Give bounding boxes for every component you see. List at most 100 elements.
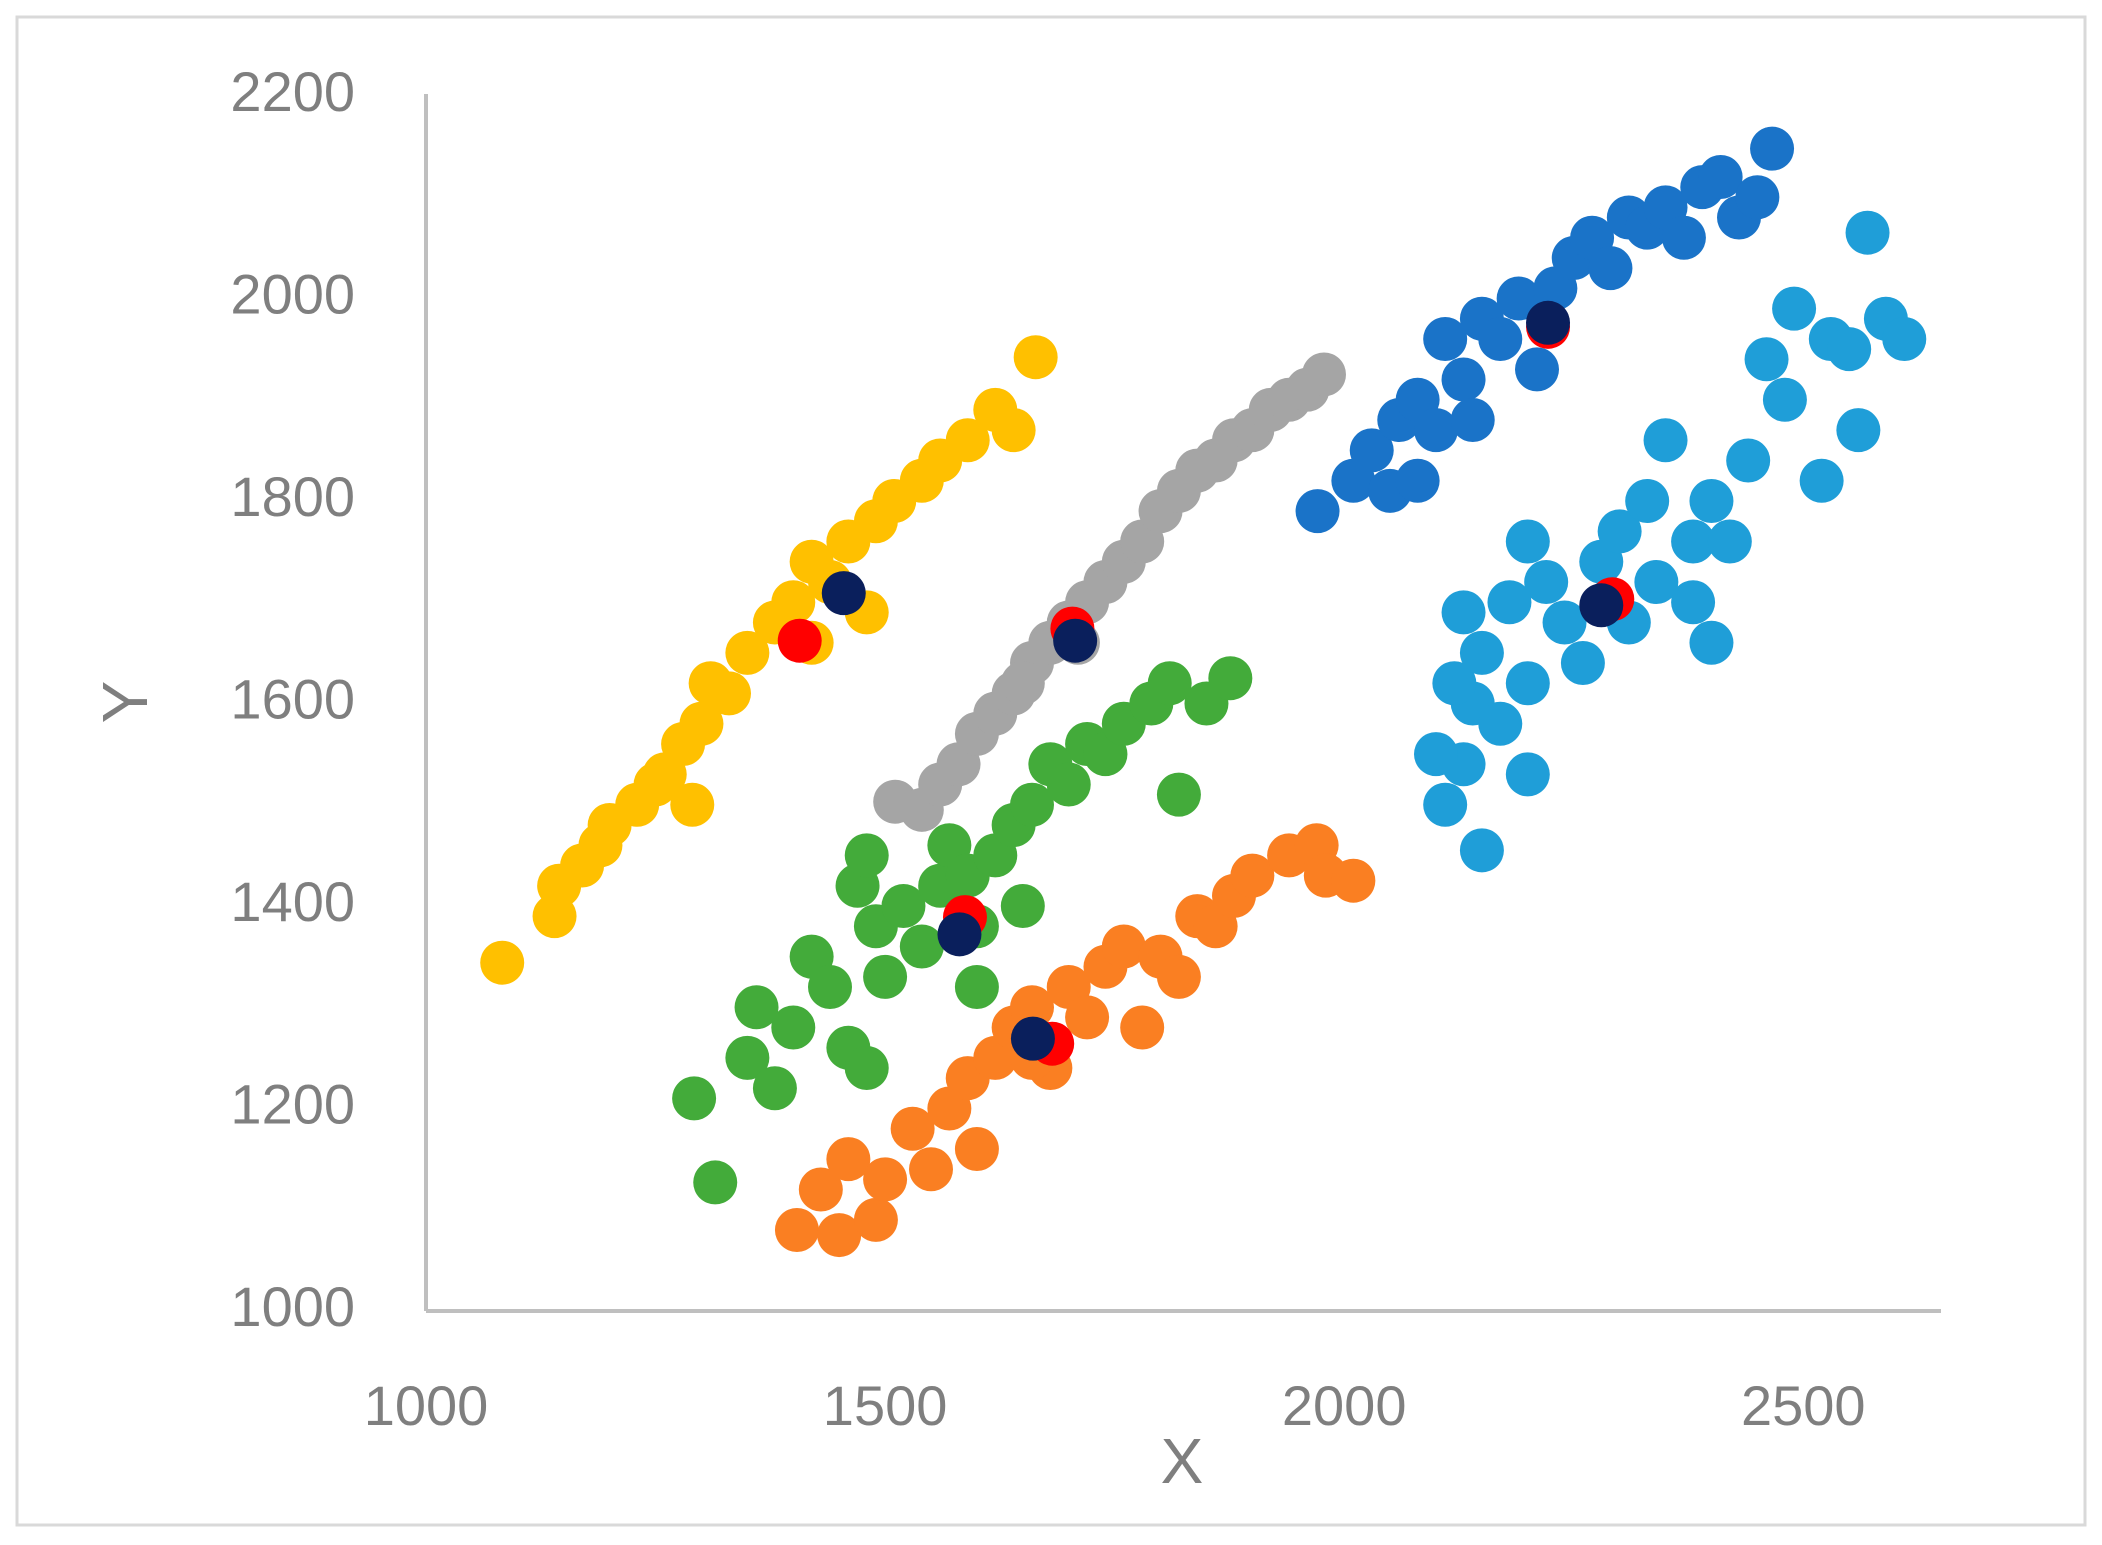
point [1799, 458, 1844, 503]
point [1010, 782, 1054, 827]
point [752, 1066, 797, 1111]
point [1065, 995, 1110, 1040]
point [1698, 155, 1743, 199]
y-tick-label: 1000 [230, 1275, 355, 1338]
point [909, 1147, 953, 1192]
point [808, 965, 852, 1009]
point [863, 1157, 908, 1202]
point [1208, 656, 1253, 701]
point [1579, 583, 1624, 628]
point [1744, 337, 1789, 382]
point [1414, 408, 1458, 453]
y-tick-label: 1600 [230, 667, 355, 730]
point [1671, 519, 1716, 564]
point [826, 1137, 871, 1182]
point [734, 985, 779, 1030]
point [1762, 377, 1807, 422]
point [1750, 126, 1795, 171]
point [771, 580, 816, 625]
point [725, 630, 770, 675]
point [1643, 418, 1688, 463]
point [1000, 884, 1045, 928]
point [863, 954, 908, 999]
point [1459, 630, 1504, 675]
point [798, 1167, 843, 1212]
point [1560, 641, 1605, 685]
point [1882, 317, 1927, 361]
point [693, 1160, 738, 1205]
point [1634, 560, 1679, 604]
x-axis-title: X [1161, 1425, 1204, 1497]
point [1597, 509, 1642, 554]
point [1156, 772, 1201, 817]
point [771, 1005, 816, 1050]
point [1295, 489, 1340, 534]
point [945, 418, 990, 463]
point [1000, 661, 1045, 706]
point [1450, 398, 1495, 442]
point [1671, 580, 1716, 625]
point [937, 912, 982, 957]
point [777, 618, 822, 663]
point [1478, 701, 1523, 746]
point [954, 1127, 999, 1171]
point [1432, 661, 1477, 706]
point [817, 1213, 862, 1258]
point [1505, 661, 1550, 706]
point [1331, 858, 1376, 903]
point [1013, 335, 1058, 380]
point [890, 1106, 935, 1151]
point [1526, 300, 1571, 345]
x-tick-label: 1000 [364, 1374, 489, 1437]
point [1441, 357, 1486, 402]
point [1515, 347, 1559, 392]
point [1053, 618, 1098, 663]
point [1625, 479, 1670, 523]
point [844, 1046, 889, 1090]
point [1414, 732, 1458, 777]
point [991, 408, 1036, 453]
y-tick-label: 1400 [230, 870, 355, 933]
point [707, 671, 751, 716]
point [1230, 853, 1275, 898]
point [1441, 590, 1486, 635]
point [672, 1076, 717, 1121]
point [1496, 276, 1541, 321]
point [1459, 828, 1504, 873]
point [633, 762, 678, 807]
point [1423, 317, 1468, 361]
point [1010, 985, 1054, 1030]
point [1707, 519, 1752, 564]
y-tick-label: 1800 [230, 465, 355, 528]
point [774, 1208, 819, 1252]
point [1478, 317, 1523, 361]
point [1542, 600, 1587, 645]
point [725, 1035, 770, 1080]
point [1836, 408, 1881, 453]
point [821, 571, 866, 616]
point [1156, 954, 1201, 999]
point [1845, 210, 1890, 255]
point [480, 940, 525, 985]
y-tick-label: 2000 [230, 262, 355, 325]
point [1505, 519, 1550, 564]
point [1661, 215, 1706, 260]
point [853, 1197, 898, 1242]
point [1301, 352, 1346, 397]
point [1120, 1005, 1165, 1050]
point [1147, 661, 1192, 706]
x-tick-label: 2000 [1282, 1374, 1407, 1437]
point [670, 782, 715, 827]
point [1505, 752, 1550, 797]
point [1101, 924, 1146, 969]
point [1046, 762, 1091, 807]
point [1524, 560, 1569, 604]
point [1349, 428, 1394, 473]
point [679, 701, 724, 746]
point [1735, 175, 1780, 220]
point [1010, 1016, 1055, 1061]
point [954, 965, 999, 1009]
point [1689, 620, 1734, 665]
y-tick-label: 1200 [230, 1072, 355, 1135]
